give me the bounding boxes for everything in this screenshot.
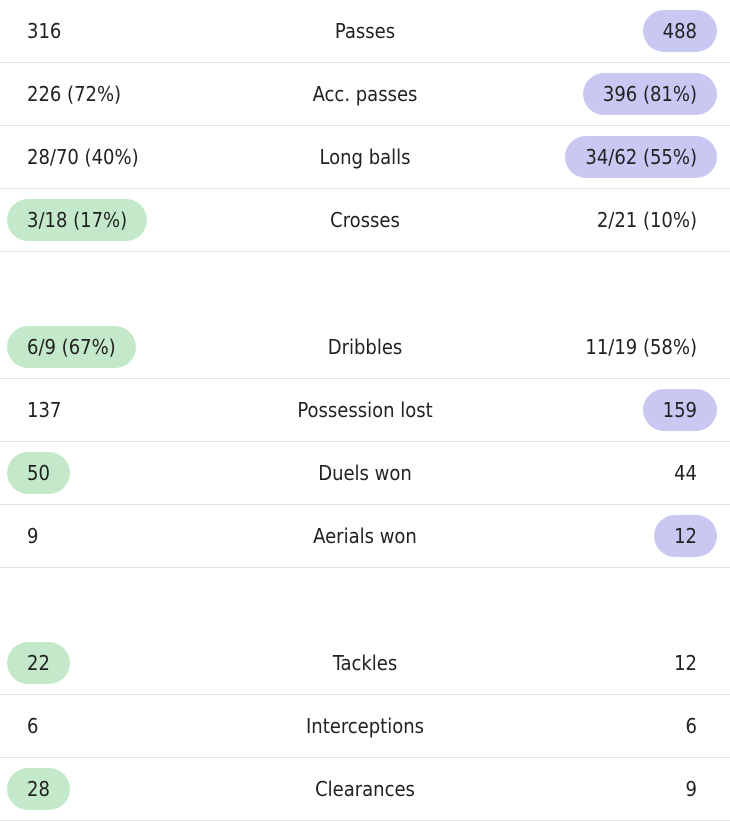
home-value: 226 (72%) xyxy=(27,82,122,106)
stat-label: Dribbles xyxy=(327,335,403,359)
stat-group: 6/9 (67%) Dribbles 11/19 (58%) 137 Posse… xyxy=(0,316,730,568)
stat-label: Passes xyxy=(334,19,396,43)
stat-row-interceptions: 6 Interceptions 6 xyxy=(0,695,730,758)
away-value: 9 xyxy=(685,777,697,801)
away-value: 12 xyxy=(654,515,717,557)
stat-label: Possession lost xyxy=(297,398,433,422)
home-value: 316 xyxy=(27,19,62,43)
group-spacer xyxy=(0,568,730,632)
away-value: 11/19 (58%) xyxy=(585,335,697,359)
stat-row-crosses: 3/18 (17%) Crosses 2/21 (10%) xyxy=(0,189,730,252)
home-value: 6 xyxy=(27,714,39,738)
stat-label: Interceptions xyxy=(305,714,425,738)
stat-group: 316 Passes 488 226 (72%) Acc. passes 396… xyxy=(0,0,730,252)
stat-label: Acc. passes xyxy=(312,82,418,106)
home-value: 6/9 (67%) xyxy=(7,326,136,368)
home-value: 137 xyxy=(27,398,62,422)
stat-label: Long balls xyxy=(319,145,411,169)
away-value: 12 xyxy=(674,651,697,675)
home-value: 50 xyxy=(7,452,70,494)
away-value: 159 xyxy=(642,389,717,431)
away-value: 488 xyxy=(642,10,717,52)
stat-row-dribbles: 6/9 (67%) Dribbles 11/19 (58%) xyxy=(0,316,730,379)
away-value: 396 (81%) xyxy=(582,73,717,115)
stat-row-possession-lost: 137 Possession lost 159 xyxy=(0,379,730,442)
stat-row-aerials-won: 9 Aerials won 12 xyxy=(0,505,730,568)
stat-row-passes: 316 Passes 488 xyxy=(0,0,730,63)
stat-row-long-balls: 28/70 (40%) Long balls 34/62 (55%) xyxy=(0,126,730,189)
stat-label: Duels won xyxy=(318,461,412,485)
stat-row-acc-passes: 226 (72%) Acc. passes 396 (81%) xyxy=(0,63,730,126)
home-value: 28 xyxy=(7,768,70,810)
stat-row-duels-won: 50 Duels won 44 xyxy=(0,442,730,505)
home-value: 9 xyxy=(27,524,39,548)
home-value: 3/18 (17%) xyxy=(7,199,148,241)
home-value: 22 xyxy=(7,642,70,684)
stat-label: Crosses xyxy=(330,208,400,232)
home-value: 28/70 (40%) xyxy=(27,145,139,169)
stat-label: Aerials won xyxy=(313,524,417,548)
stat-row-tackles: 22 Tackles 12 xyxy=(0,632,730,695)
stat-group: 22 Tackles 12 6 Interceptions 6 28 Clear… xyxy=(0,632,730,821)
away-value: 2/21 (10%) xyxy=(596,208,697,232)
away-value: 44 xyxy=(674,461,697,485)
away-value: 34/62 (55%) xyxy=(565,136,717,178)
stat-label: Clearances xyxy=(315,777,415,801)
stat-label: Tackles xyxy=(332,651,398,675)
away-value: 6 xyxy=(685,714,697,738)
group-spacer xyxy=(0,252,730,316)
